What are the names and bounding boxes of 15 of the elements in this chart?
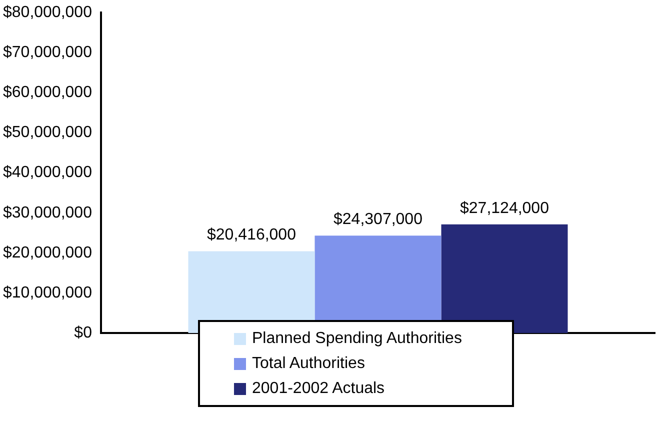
y-tick-label: $60,000,000 (2, 84, 92, 102)
y-tick-label: $20,000,000 (2, 244, 92, 262)
y-tick-label: $10,000,000 (2, 284, 92, 302)
y-tick-label: $50,000,000 (2, 124, 92, 142)
y-tick-label: $40,000,000 (2, 164, 92, 182)
data-label: $20,416,000 (206, 226, 296, 244)
legend-label: 2001-2002 Actuals (252, 380, 385, 398)
legend-label: Total Authorities (252, 354, 365, 372)
data-label: $27,124,000 (460, 200, 550, 217)
y-tick-label: $0 (74, 324, 92, 342)
y-tick-label: $80,000,000 (2, 4, 92, 22)
data-label: $24,307,000 (333, 211, 423, 228)
y-tick-label: $70,000,000 (2, 44, 92, 62)
legend-label: Planned Spending Authorities (252, 330, 462, 348)
y-tick-label: $30,000,000 (2, 204, 92, 222)
